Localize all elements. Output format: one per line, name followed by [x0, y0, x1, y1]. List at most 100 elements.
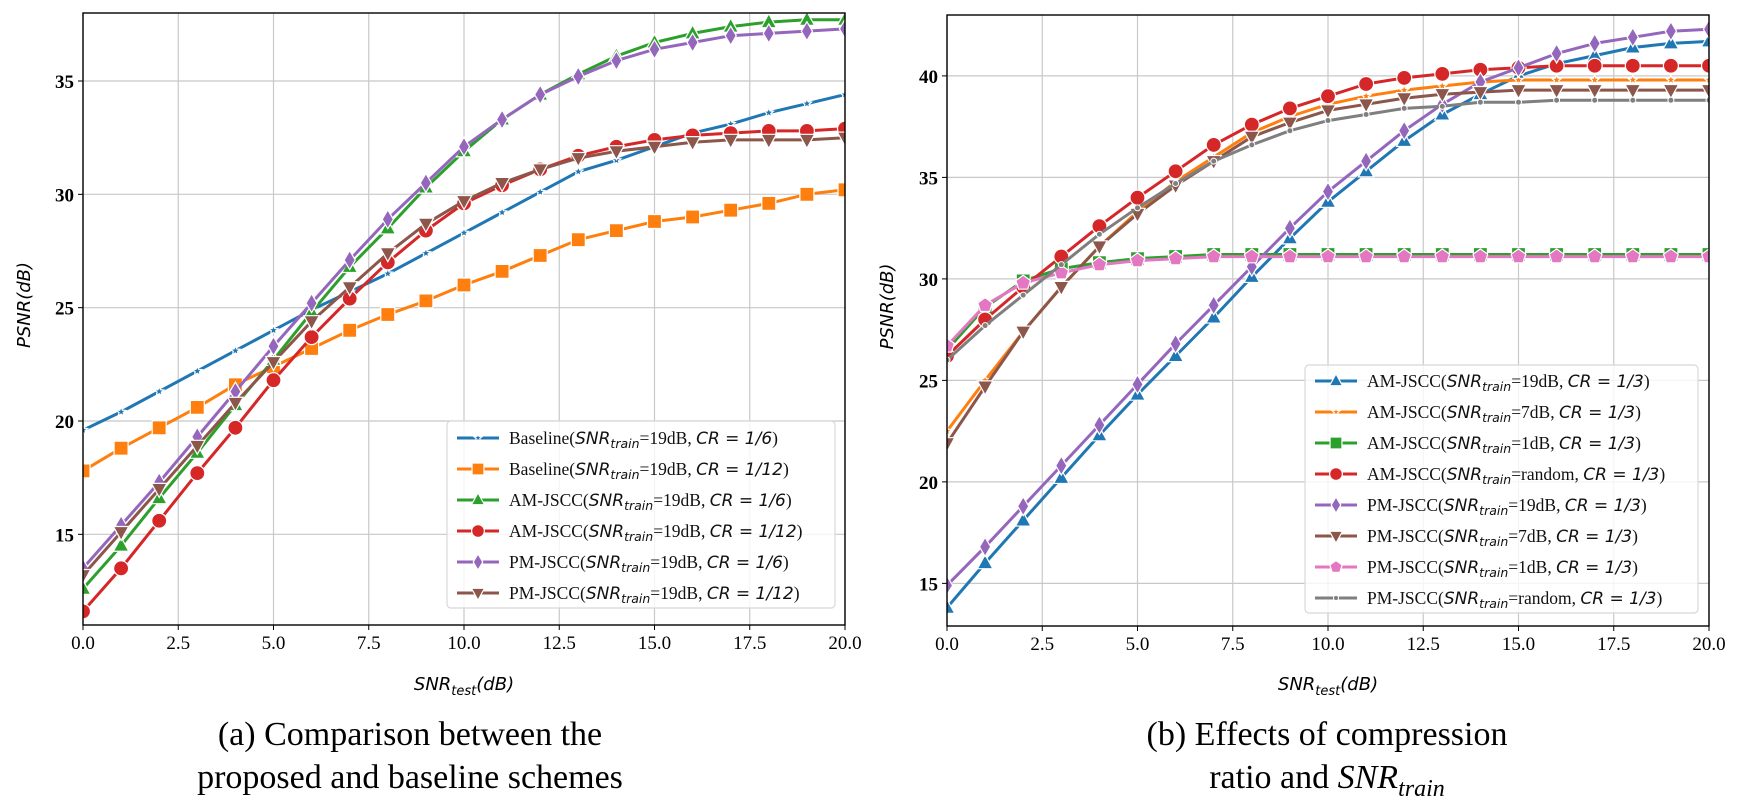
- chart-panel-b: 0.0 2.5 5.0 7.5 10.0 12.5 15.0 17.5 20.0 15 20 25 30…: [877, 14, 1726, 802]
- x-tick-label: 7.5: [1221, 634, 1245, 655]
- data-point: [153, 385, 166, 397]
- series-pm-jscc-19dB-cr-1-3: [947, 18, 1709, 597]
- legend-marker: [1329, 467, 1343, 481]
- data-point: [1434, 248, 1451, 264]
- series-group: [83, 13, 845, 620]
- data-point: [608, 223, 624, 239]
- data-point: [837, 182, 845, 198]
- data-point: [572, 65, 585, 88]
- data-point: [798, 133, 816, 150]
- data-point: [762, 22, 776, 45]
- data-point: [1014, 325, 1032, 342]
- data-point: [303, 329, 320, 346]
- legend-marker: [472, 432, 484, 443]
- data-point: [1472, 248, 1489, 264]
- data-point: [1281, 116, 1299, 133]
- data-point: [1471, 85, 1490, 102]
- legend-item: PM-JSCC(SNRtrain=19dB, CR = 1/3): [1315, 495, 1647, 518]
- data-point: [531, 163, 549, 180]
- data-point: [1358, 248, 1375, 264]
- data-point: [83, 568, 92, 585]
- data-point: [1664, 73, 1678, 86]
- data-point: [1167, 250, 1184, 266]
- data-point: [1016, 495, 1030, 517]
- y-tick-label: 30: [919, 270, 938, 291]
- data-point: [1093, 414, 1106, 436]
- data-point: [1512, 73, 1525, 86]
- data-point: [1662, 83, 1680, 100]
- data-point: [1052, 280, 1071, 297]
- data-point: [1662, 33, 1680, 50]
- legend-label: PM-JSCC(SNRtrain=7dB, CR = 1/3): [1367, 526, 1638, 549]
- x-tick-label: 20.0: [1692, 634, 1725, 655]
- data-point: [1626, 26, 1640, 48]
- data-point: [1664, 20, 1678, 42]
- figure-caption: (b) Effects of compression ratio and SNRt…: [1147, 716, 1508, 802]
- data-point: [836, 131, 845, 148]
- data-point: [532, 247, 548, 264]
- plot-frame: [946, 14, 1710, 627]
- legend-marker: [1328, 372, 1344, 387]
- data-point: [1204, 307, 1223, 324]
- data-point: [1433, 87, 1452, 104]
- legend-marker: [470, 491, 486, 506]
- legend-item: PM-JSCC(SNRtrain=1dB, CR = 1/3): [1315, 557, 1638, 580]
- data-point: [1702, 73, 1709, 86]
- data-point: [189, 465, 206, 482]
- data-point: [947, 424, 954, 437]
- data-point: [83, 423, 90, 436]
- figure-caption: (a) Comparison between the proposed and b…: [197, 716, 623, 796]
- legend-marker: [1329, 436, 1343, 450]
- data-point: [572, 165, 585, 177]
- data-point: [495, 108, 509, 131]
- legend-item: AM-JSCC(SNRtrain=1dB, CR = 1/3): [1315, 433, 1641, 456]
- legend-marker: [1332, 594, 1340, 602]
- data-point: [1243, 116, 1260, 133]
- data-point: [343, 249, 356, 271]
- data-point: [1700, 248, 1709, 264]
- data-point: [721, 133, 740, 150]
- caption-line: ratio and SNRtrain: [1209, 759, 1445, 802]
- data-point: [1550, 42, 1563, 65]
- data-point: [1210, 157, 1218, 165]
- legend-item: PM-JSCC(SNRtrain=19dB, CR = 1/12): [457, 583, 800, 606]
- legend-item: AM-JSCC(SNRtrain=7dB, CR = 1/3): [1315, 402, 1641, 425]
- data-point: [1205, 248, 1222, 264]
- data-point: [1243, 130, 1261, 147]
- data-point: [981, 322, 989, 330]
- legend-marker: [1330, 495, 1342, 515]
- data-point: [493, 176, 511, 193]
- data-point: [1510, 248, 1527, 264]
- x-tick-label: 7.5: [357, 633, 381, 654]
- data-point: [151, 420, 167, 436]
- data-point: [455, 194, 473, 211]
- legend-label: Baseline(SNRtrain=19dB, CR = 1/6): [509, 428, 778, 451]
- data-point: [379, 247, 397, 263]
- legend-marker: [471, 524, 485, 538]
- data-point: [229, 344, 242, 356]
- data-point: [760, 133, 778, 150]
- data-point: [188, 439, 207, 456]
- data-point: [380, 306, 396, 323]
- data-point: [1700, 31, 1709, 48]
- data-point: [267, 335, 280, 357]
- data-point: [648, 38, 661, 60]
- x-tick-label: 12.5: [1407, 634, 1440, 655]
- data-point: [1172, 179, 1180, 187]
- data-point: [112, 560, 130, 577]
- data-point: [1319, 104, 1337, 121]
- legend-label: AM-JSCC(SNRtrain=7dB, CR = 1/3): [1367, 402, 1641, 425]
- legend-marker: [472, 552, 484, 572]
- data-point: [1434, 65, 1451, 82]
- legend-item: AM-JSCC(SNRtrain=19dB, CR = 1/12): [457, 521, 803, 544]
- x-axis-label: SNRtest(dB): [414, 674, 514, 699]
- data-point: [838, 88, 845, 100]
- data-point: [570, 232, 586, 248]
- legend-item: AM-JSCC(SNRtrain=19dB, CR = 1/3): [1315, 371, 1650, 394]
- data-point: [724, 25, 737, 47]
- y-tick-label: 30: [55, 185, 74, 206]
- data-point: [607, 145, 626, 161]
- data-point: [418, 293, 434, 309]
- data-point: [1129, 252, 1146, 268]
- x-axis-label: SNRtest(dB): [1278, 674, 1378, 699]
